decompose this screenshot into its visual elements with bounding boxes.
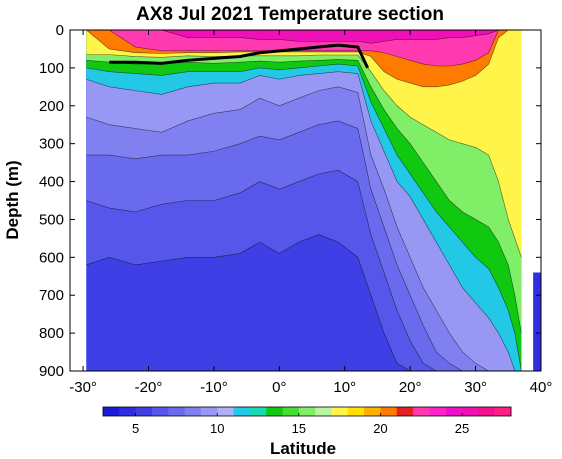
colorbar-swatch (217, 407, 234, 416)
isotherm-25 (86, 30, 522, 44)
y-axis: 0 100 200 300 400 500 600 700 800 900 (39, 22, 541, 380)
colorbar-swatch (233, 407, 251, 416)
colorbar-tick-label: 15 (292, 421, 306, 436)
y-tick-label: 200 (39, 98, 64, 115)
isotherm-8 (86, 120, 522, 371)
colorbar-swatch (494, 407, 512, 416)
y-tick-label: 300 (39, 136, 64, 153)
colorbar-swatch (445, 407, 463, 416)
isotherm-17 (86, 54, 522, 258)
y-axis-label: Depth (m) (3, 160, 22, 239)
temperature-contour-field (86, 30, 541, 371)
x-tick-label: -20° (135, 379, 163, 396)
x-tick-label: 40° (530, 379, 553, 396)
contour-fill-above-17 (86, 30, 522, 258)
colorbar-tick-label: 5 (132, 421, 139, 436)
colorbar-swatch (298, 407, 316, 416)
colorbar-swatch (462, 407, 479, 416)
colorbar-swatch (331, 407, 349, 416)
isotherm-7 (86, 169, 522, 371)
y-tick-label: 400 (39, 174, 64, 191)
colorbar-swatch (103, 407, 120, 416)
colorbar-swatch (249, 407, 267, 416)
colorbar-swatch (413, 407, 430, 416)
isotherm-13 (86, 63, 522, 371)
mixed-layer-depth-line (109, 43, 370, 69)
y-tick-label: 600 (39, 249, 64, 266)
y-tick-label: 100 (39, 60, 64, 77)
x-tick-label: 10° (333, 379, 356, 396)
y-tick-label: 500 (39, 211, 64, 228)
isotherm-lines (86, 30, 522, 371)
chart-title: AX8 Jul 2021 Temperature section (136, 4, 444, 25)
colorbar-swatch (478, 407, 496, 416)
colorbar-swatch (151, 407, 169, 416)
x-axis-label: Latitude (270, 439, 336, 458)
x-tick-label: -10° (200, 379, 228, 396)
isotherm-15 (86, 59, 522, 334)
x-tick-label: -30° (69, 379, 97, 396)
colorbar-swatch (364, 407, 381, 416)
colorbar-swatch (380, 407, 398, 416)
x-tick-label: 30° (464, 379, 487, 396)
colorbar-swatch (266, 407, 283, 416)
y-tick-label: 0 (56, 22, 64, 39)
x-tick-label: 0° (272, 379, 286, 396)
y-tick-label: 700 (39, 287, 64, 304)
isotherm-11 (86, 71, 522, 371)
mixed-layer-line (109, 43, 370, 69)
colorbar: 5 10 15 20 25 (102, 406, 512, 436)
colorbar-swatch (282, 407, 300, 416)
y-tick-label: 800 (39, 325, 64, 342)
x-axis: -30° -20° -10° 0° 10° 20° 30° 40° (69, 30, 552, 396)
colorbar-swatch (396, 407, 414, 416)
isotherm-9 (86, 86, 522, 371)
isotherm-22 (86, 30, 522, 67)
colorbar-swatch (168, 407, 185, 416)
colorbar-tick-label: 25 (455, 421, 469, 436)
colorbar-swatch (315, 407, 332, 416)
contour-east-strip (533, 272, 541, 371)
plot-area-frame (69, 29, 542, 372)
colorbar-swatch (347, 407, 365, 416)
colorbar-swatch (184, 407, 202, 416)
contour-fill-above-25 (86, 30, 522, 44)
y-tick-label: 900 (39, 363, 64, 380)
colorbar-tick-label: 20 (373, 421, 387, 436)
colorbar-swatch (200, 407, 218, 416)
colorbar-swatch (119, 407, 137, 416)
isotherm-6 (86, 234, 522, 371)
x-tick-label: 20° (399, 379, 422, 396)
colorbar-tick-label: 10 (210, 421, 224, 436)
colorbar-frame (102, 406, 512, 417)
colorbar-swatch (135, 407, 153, 416)
isotherm-20 (86, 30, 522, 88)
colorbar-swatch (429, 407, 447, 416)
